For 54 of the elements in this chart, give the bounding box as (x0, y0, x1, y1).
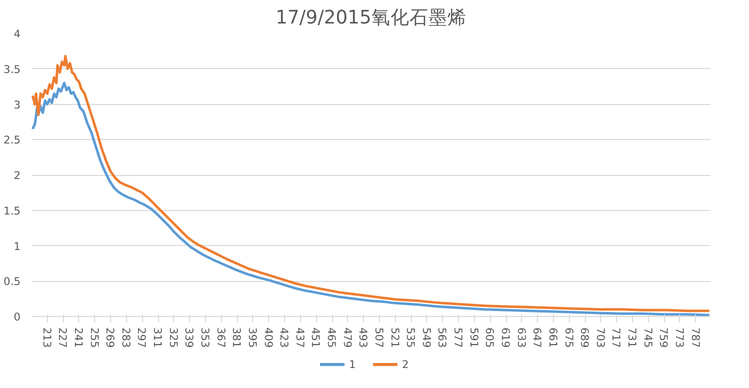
x-tick-label: 269 (104, 328, 117, 348)
y-tick-label: 4 (14, 28, 21, 40)
x-tick-label: 731 (626, 328, 639, 348)
x-tick-label: 241 (72, 328, 85, 348)
x-tick-label: 577 (452, 328, 465, 348)
x-tick-label: 409 (262, 328, 275, 348)
x-tick-label: 325 (166, 328, 180, 348)
x-tick-label: 353 (198, 328, 212, 348)
y-tick-label: 1.5 (4, 204, 21, 218)
y-tick-label: 0.5 (4, 275, 21, 288)
x-tick-label: 773 (672, 328, 686, 348)
x-tick-label: 311 (151, 328, 164, 348)
x-tick-label: 227 (56, 328, 70, 348)
legend-label: 1 (349, 358, 357, 370)
x-tick-label: 745 (641, 328, 654, 348)
x-tick-label: 255 (88, 328, 101, 348)
x-tick-label: 213 (40, 328, 54, 348)
x-tick-label: 535 (404, 328, 418, 348)
x-tick-label: 479 (340, 328, 354, 348)
x-tick-label: 605 (483, 328, 496, 348)
x-tick-label: 423 (278, 328, 291, 348)
y-tick-label: 0 (14, 310, 21, 324)
x-tick-label: 507 (372, 328, 386, 348)
x-tick-label: 563 (436, 328, 449, 348)
x-tick-label: 759 (657, 328, 670, 348)
x-tick-label: 395 (246, 328, 259, 348)
x-tick-label: 717 (610, 328, 623, 348)
x-tick-label: 675 (562, 328, 576, 348)
x-tick-label: 367 (214, 328, 228, 348)
chart-title: 17/9/2015氧化石墨烯 (276, 8, 466, 28)
x-tick-label: 339 (182, 328, 196, 348)
x-tick-label: 521 (388, 328, 402, 348)
legend-label: 2 (402, 358, 410, 370)
x-tick-label: 451 (309, 328, 322, 348)
y-tick-label: 3 (14, 98, 20, 112)
x-tick-label: 381 (230, 328, 244, 348)
x-tick-label: 591 (467, 328, 480, 348)
x-tick-label: 633 (514, 328, 528, 348)
x-tick-label: 297 (135, 328, 148, 348)
y-tick-label: 2 (14, 169, 20, 182)
x-tick-label: 661 (546, 328, 560, 348)
x-tick-label: 647 (530, 328, 544, 348)
x-tick-label: 689 (578, 328, 592, 348)
x-tick-label: 437 (293, 328, 306, 348)
y-tick-label: 2.5 (4, 134, 21, 147)
x-tick-label: 465 (325, 328, 338, 348)
y-tick-label: 1 (14, 240, 20, 253)
x-tick-label: 703 (594, 328, 607, 348)
x-tick-label: 283 (119, 328, 132, 348)
x-tick-label: 549 (420, 328, 433, 348)
y-tick-label: 3.5 (4, 62, 21, 76)
x-tick-label: 493 (356, 328, 370, 348)
x-tick-label: 619 (499, 328, 512, 348)
x-tick-label: 787 (688, 328, 702, 348)
